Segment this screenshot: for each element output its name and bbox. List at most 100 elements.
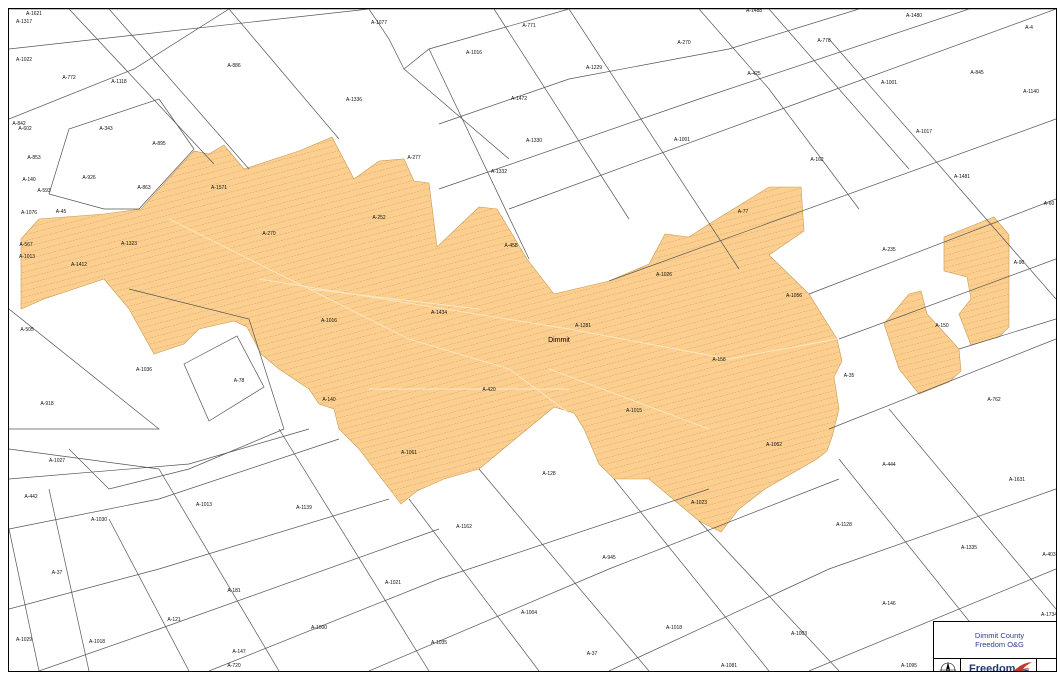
parcel-label: A-1481: [954, 174, 970, 180]
parcel-label: A-1026: [656, 272, 672, 278]
parcel-label: A-252: [372, 215, 386, 221]
parcel-label: A-1036: [136, 367, 152, 373]
parcel-label: A-926: [82, 175, 96, 181]
parcel-label: A-918: [40, 401, 54, 407]
parcel-label: A-1013: [19, 254, 35, 260]
parcel-label: A-1332: [491, 169, 507, 175]
parcel-map[interactable]: A-1621 A-1317 A-1022 A-772 A-1118 A-886 A-1077…: [9, 9, 1056, 671]
parcel-label: A-442: [24, 494, 38, 500]
parcel-label: A-1017: [916, 129, 932, 135]
parcel-label: A-505: [20, 327, 34, 333]
parcel-labels: A-1621 A-1317 A-1022 A-772 A-1118 A-886 A-1077…: [12, 9, 1056, 669]
parcel-label: A-45: [56, 209, 67, 215]
map-frame[interactable]: A-1621 A-1317 A-1022 A-772 A-1118 A-886 A-1077…: [8, 8, 1057, 672]
parcel-label: A-1027: [49, 458, 65, 464]
lease-polygon-main: [20, 136, 843, 533]
parcel-label: A-1128: [836, 522, 852, 528]
lease-polygon-east: [943, 216, 1010, 346]
parcel-label: A-77: [738, 209, 749, 215]
parcel-label: A-1434: [431, 310, 447, 316]
parcel-label: A-945: [602, 555, 616, 561]
parcel-label: A-1631: [1009, 477, 1025, 483]
parcel-label: A-270: [262, 231, 276, 237]
title-county: Dimmit County: [974, 631, 1025, 640]
parcel-label: A-4: [1025, 25, 1033, 31]
parcel-label: A-1472: [511, 96, 527, 102]
parcel-label: A-140: [22, 177, 36, 183]
parcel-label: A-1013: [196, 502, 212, 508]
parcel-label: A-602: [18, 126, 32, 132]
parcel-label: A-403: [1042, 552, 1056, 558]
parcel-label: A-895: [152, 141, 166, 147]
parcel-label: A-842: [12, 121, 26, 127]
parcel-label: A-60: [1044, 201, 1055, 207]
parcel-label: A-1281: [575, 323, 591, 329]
parcel-label: A-444: [882, 462, 896, 468]
parcel-label: A-1412: [71, 262, 87, 268]
parcel-label: A-1056: [786, 293, 802, 299]
parcel-label: A-1734: [1041, 612, 1056, 618]
parcel-label: A-128: [542, 471, 556, 477]
parcel-boundaries: [9, 9, 1056, 671]
parcel-label: A-1000: [311, 625, 327, 631]
parcel-label: A-845: [970, 70, 984, 76]
parcel-label: A-1317: [16, 19, 32, 25]
parcel-label: A-458: [504, 243, 518, 249]
parcel-label: A-420: [482, 387, 496, 393]
parcel-label: A-567: [19, 242, 33, 248]
parcel-label: A-1062: [766, 442, 782, 448]
parcel-label: A-778: [817, 38, 831, 44]
parcel-label: A-235: [882, 247, 896, 253]
parcel-label: A-1015: [626, 408, 642, 414]
parcel-label: A-277: [407, 155, 421, 161]
lease-internal-lines: [168, 218, 838, 430]
parcel-label: A-762: [987, 397, 1001, 403]
parcel-label: A-121: [167, 617, 181, 623]
place-label-dimmit: Dimmit: [548, 337, 570, 344]
parcel-label: A-863: [137, 185, 151, 191]
parcel-label: A-771: [522, 23, 536, 29]
title-block: Dimmit County Freedom O&G Freedom: [933, 621, 1057, 672]
parcel-label: A-1035: [431, 640, 447, 646]
parcel-label: A-1571: [211, 185, 227, 191]
parcel-label: A-1488: [746, 9, 762, 14]
title-box: Dimmit County Freedom O&G: [934, 622, 1056, 658]
parcel-label: A-1021: [385, 580, 401, 586]
title-company: Freedom O&G: [975, 640, 1024, 649]
logo-row: Freedom: [934, 658, 1057, 672]
parcel-label: A-1330: [526, 138, 542, 144]
parcel-label: A-1077: [371, 20, 387, 26]
parcel-label: A-425: [747, 71, 761, 77]
parcel-label: A-1016: [321, 318, 337, 324]
parcel-label: A-1029: [16, 637, 32, 643]
parcel-label: A-772: [62, 75, 76, 81]
parcel-label: A-35: [844, 373, 855, 379]
scale-bar-icon: [1037, 663, 1057, 672]
parcel-label: A-593: [37, 188, 51, 194]
parcel-label: A-1081: [721, 663, 737, 669]
parcel-label: A-1335: [961, 545, 977, 551]
lease-polygon-small: [883, 290, 962, 395]
parcel-label: A-1480: [906, 13, 922, 19]
compass-north-arrow-icon: [940, 662, 956, 671]
logo-text: Freedom: [969, 663, 1016, 672]
parcel-label: A-853: [27, 155, 41, 161]
parcel-label: A-140: [322, 397, 336, 403]
parcel-label: A-78: [234, 378, 245, 384]
logo-cell: Freedom: [960, 659, 1037, 672]
parcel-label: A-1229: [586, 65, 602, 71]
parcel-label: A-1323: [121, 241, 137, 247]
parcel-label: A-90: [1014, 260, 1025, 266]
parcel-label: A-1061: [401, 450, 417, 456]
parcel-label: A-1140: [1023, 89, 1039, 95]
parcel-label: A-1018: [89, 639, 105, 645]
parcel-label: A-1016: [466, 50, 482, 56]
parcel-label: A-1004: [521, 610, 537, 616]
parcel-label: A-1095: [901, 663, 917, 669]
parcel-label: A-1001: [674, 137, 690, 143]
parcel-label: A-1023: [691, 500, 707, 506]
parcel-label: A-1030: [91, 517, 107, 523]
parcel-label: A-1022: [16, 57, 32, 63]
parcel-label: A-1336: [346, 97, 362, 103]
parcel-label: A-162: [810, 157, 824, 163]
